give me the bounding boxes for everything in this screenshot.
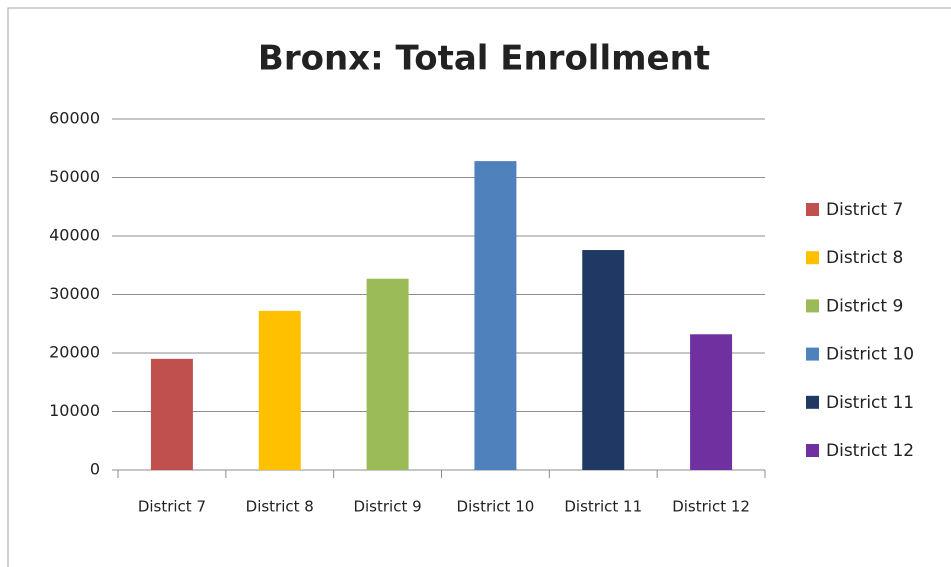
y-tick-label: 40000: [49, 226, 100, 245]
x-tick-label: District 11: [564, 498, 642, 516]
y-tick-label: 60000: [49, 109, 100, 128]
legend-label: District 10: [826, 345, 914, 365]
legend-label: District 8: [826, 248, 903, 268]
x-tick-label: District 9: [353, 498, 421, 516]
legend-swatch: [806, 251, 819, 265]
legend-swatch: [806, 203, 819, 216]
y-tick-label: 30000: [49, 284, 100, 303]
y-tick-label: 50000: [49, 167, 100, 186]
bar: [366, 278, 409, 470]
bar: [150, 358, 193, 470]
bar: [258, 310, 301, 470]
x-tick-label: District 12: [672, 498, 750, 516]
x-tick-label: District 8: [246, 498, 314, 516]
legend-swatch: [806, 299, 819, 313]
legend-label: District 9: [826, 296, 903, 316]
legend-swatch: [806, 347, 819, 361]
legend-label: District 11: [826, 393, 914, 413]
chart-title: Bronx: Total Enrollment: [258, 39, 710, 79]
x-tick-label: District 10: [457, 498, 535, 516]
y-tick-label: 20000: [49, 343, 100, 362]
y-tick-label: 0: [90, 460, 100, 479]
legend-label: District 12: [826, 441, 914, 461]
legend-swatch: [806, 395, 819, 409]
legend-swatch: [806, 444, 819, 457]
legend-label: District 7: [826, 200, 903, 220]
bar: [690, 334, 733, 470]
y-tick-label: 10000: [49, 401, 100, 420]
bar: [582, 250, 625, 470]
bar: [474, 161, 517, 470]
x-tick-label: District 7: [138, 498, 206, 516]
